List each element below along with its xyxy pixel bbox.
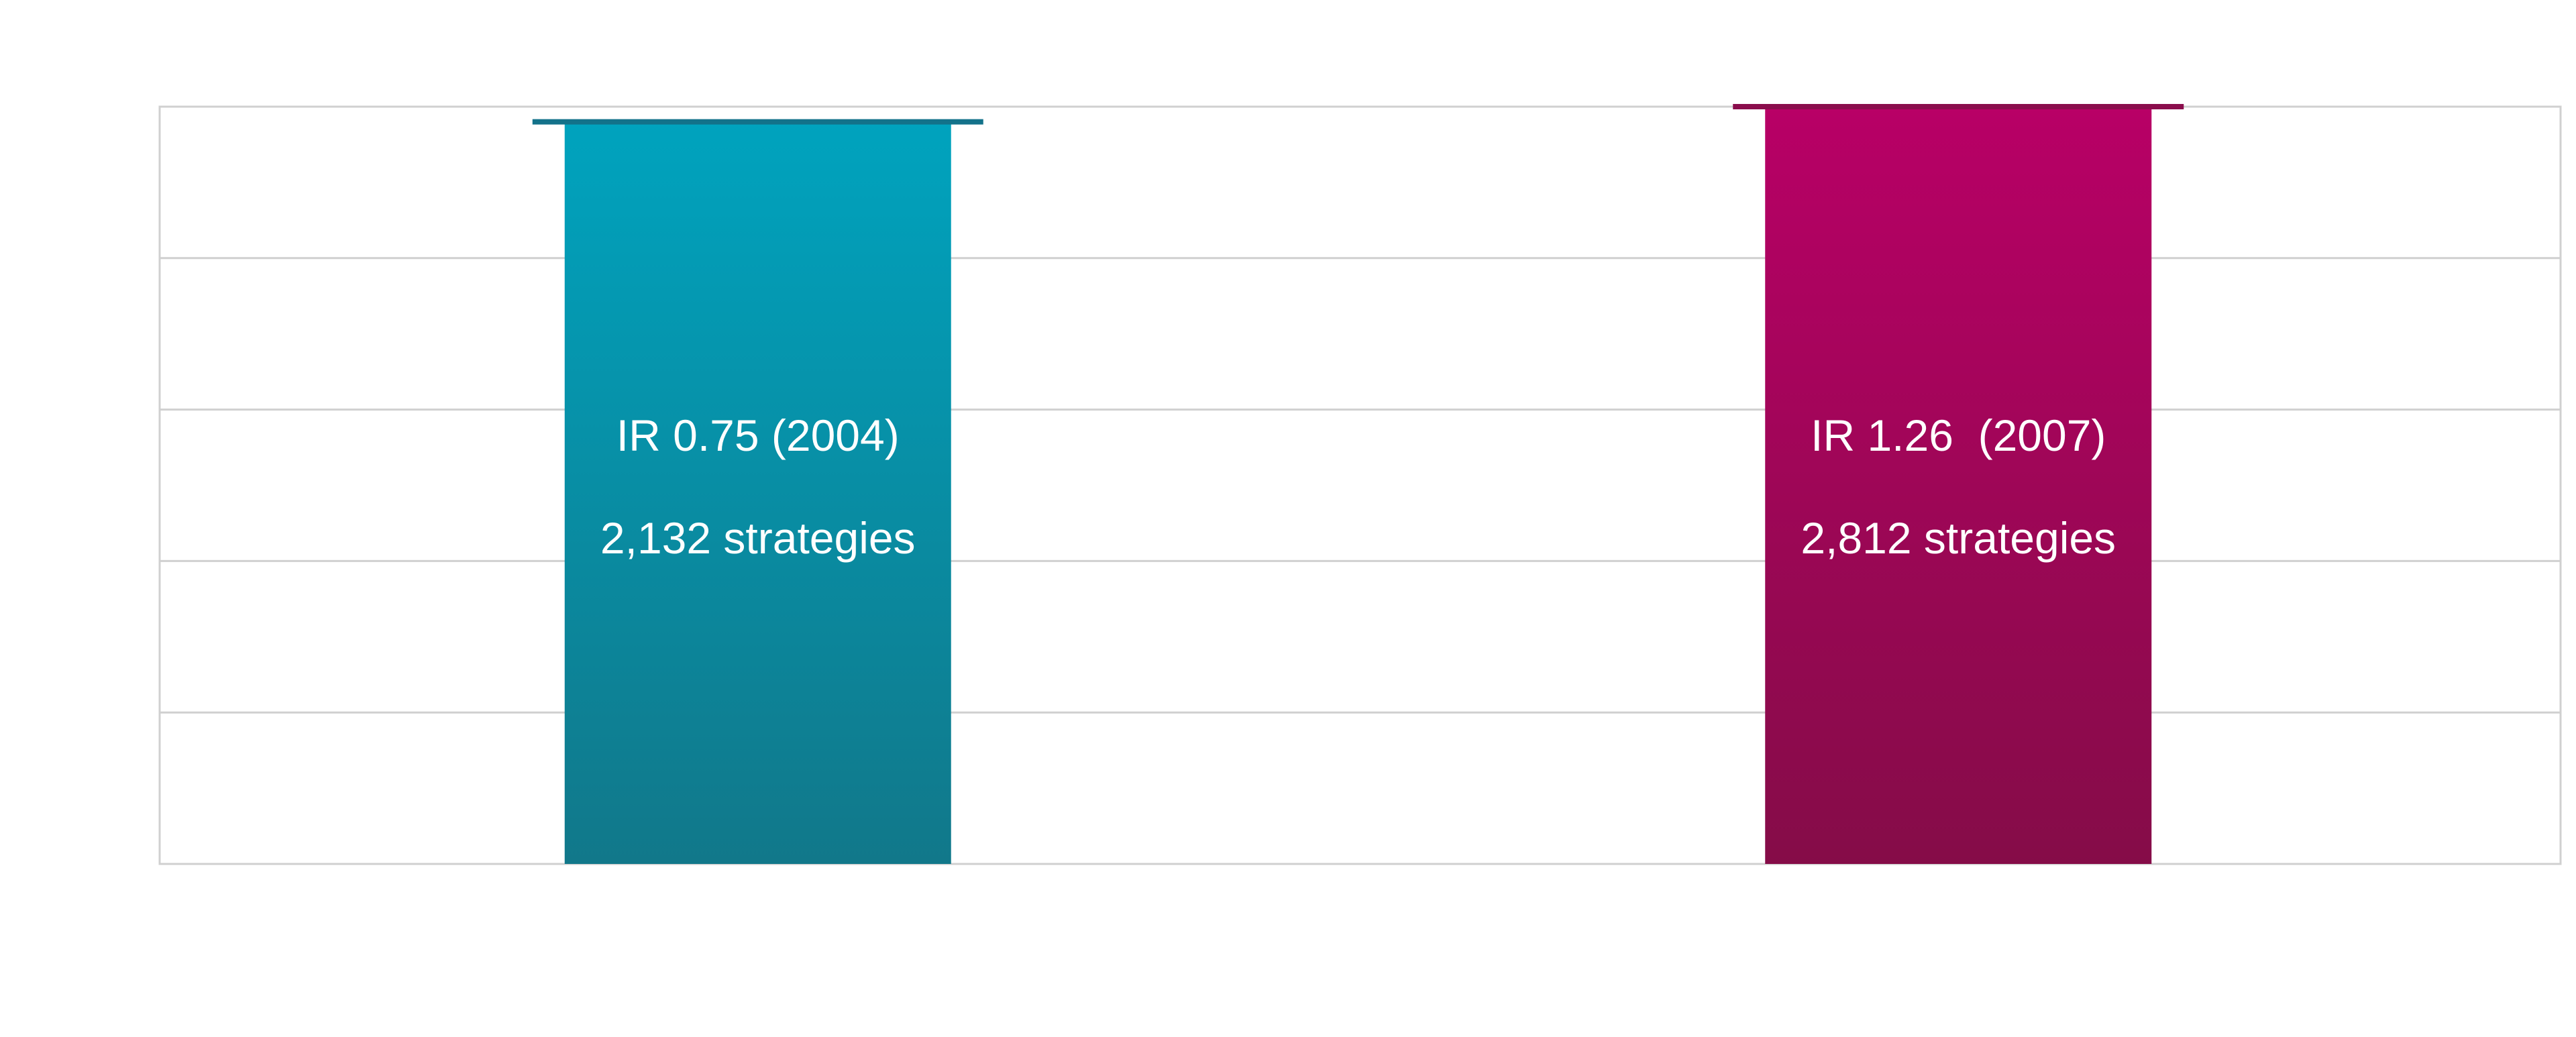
bar-2 [1765,107,2152,864]
bar-1-label-ir: IR 0.75 (2004) [616,411,900,460]
bar-labels: IR 0.75 (2004) 2,132 strategies IR 1.26 (2… [600,411,2116,563]
bar-1-label-strategies: 2,132 strategies [600,513,916,563]
bar-2-label-strategies: 2,812 strategies [1801,513,2116,563]
bars [532,104,2184,865]
plot-area-border [158,105,2562,865]
gridlines [158,105,2562,865]
bar-1 [564,121,951,865]
bar-2-label-ir: IR 1.26 (2007) [1811,411,2106,460]
